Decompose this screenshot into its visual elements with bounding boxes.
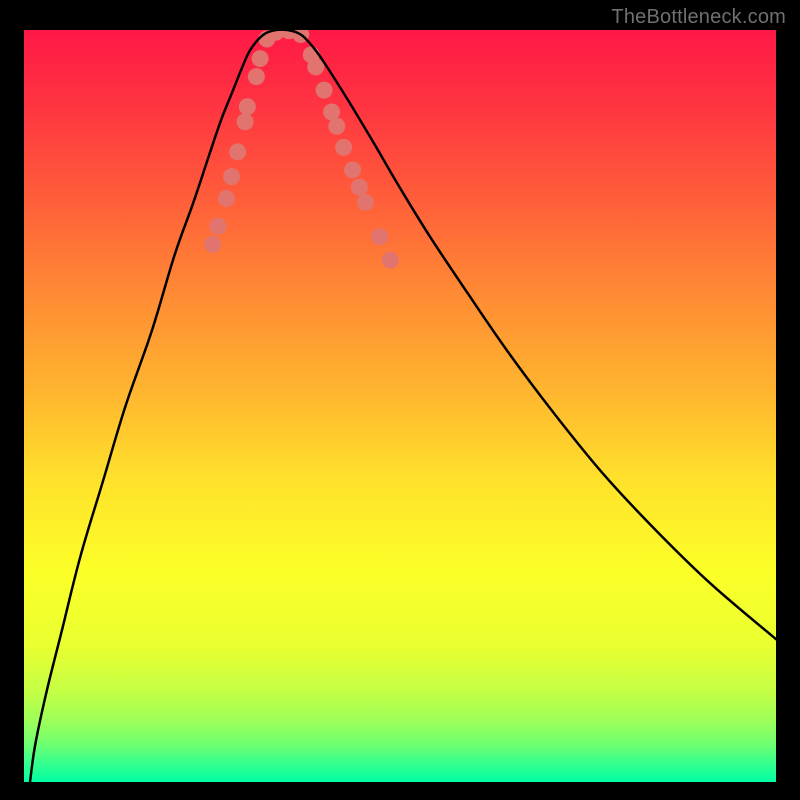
plot-area [24, 30, 776, 782]
data-marker [248, 68, 265, 85]
watermark-text: TheBottleneck.com [611, 6, 786, 29]
data-marker [335, 139, 352, 156]
markers-group [204, 30, 398, 269]
bottleneck-curve [30, 30, 776, 782]
data-marker [382, 252, 399, 269]
data-marker [204, 236, 221, 253]
data-marker [210, 218, 227, 235]
data-marker [218, 190, 235, 207]
data-marker [328, 118, 345, 135]
data-marker [252, 50, 269, 67]
data-marker [344, 161, 361, 178]
data-marker [229, 143, 246, 160]
curve-layer [24, 30, 776, 782]
data-marker [351, 179, 368, 196]
data-marker [223, 168, 240, 185]
chart-frame: TheBottleneck.com [0, 0, 800, 800]
data-marker [357, 194, 374, 211]
data-marker [239, 98, 256, 115]
data-marker [316, 82, 333, 99]
data-marker [371, 228, 388, 245]
data-marker [237, 113, 254, 130]
